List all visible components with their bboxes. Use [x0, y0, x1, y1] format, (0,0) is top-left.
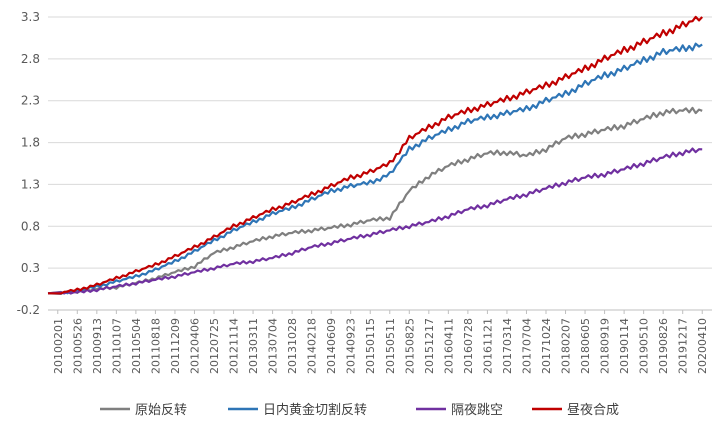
x-tick-label: 20130704 [267, 318, 280, 374]
y-tick-label: 2.3 [21, 94, 40, 108]
x-tick-label: 20150511 [384, 318, 397, 374]
series-line [47, 106, 703, 295]
x-tick-label: 20110107 [110, 318, 123, 374]
x-tick-label: 20190114 [618, 318, 631, 374]
series-lines [47, 15, 704, 295]
x-tick-label: 20161121 [481, 318, 494, 374]
x-tick-label: 20151217 [423, 318, 436, 374]
x-tick-label: 20110504 [130, 318, 143, 374]
y-tick-label: 1.3 [21, 177, 40, 191]
series-line [47, 15, 704, 295]
x-tick-label: 20120406 [188, 318, 201, 374]
x-tick-label: 20100913 [91, 318, 104, 374]
y-tick-label: 3.3 [21, 10, 40, 24]
x-tick-label: 20121114 [228, 318, 241, 374]
series-line [47, 147, 703, 295]
series-line [47, 42, 703, 295]
y-tick-label: 1.8 [21, 136, 40, 150]
x-axis-ticks: 20100201 20100526 20100913 20110107 20110504… [52, 310, 709, 374]
legend: 原始反转 日内黄金切割反转 隔夜跳空 昼夜合成 [100, 402, 619, 418]
x-tick-label: 20180605 [579, 318, 592, 374]
y-tick-label: 2.8 [21, 52, 40, 66]
legend-label: 日内黄金切割反转 [263, 402, 367, 418]
x-tick-label: 20171024 [540, 318, 553, 374]
x-tick-label: 20100201 [52, 318, 65, 374]
x-tick-label: 20191217 [677, 318, 690, 374]
y-tick-label: -0.2 [17, 303, 40, 317]
x-tick-label: 20140923 [345, 318, 358, 374]
x-tick-label: 20170704 [520, 318, 533, 374]
x-tick-label: 20100526 [71, 318, 84, 374]
x-tick-label: 20170314 [501, 318, 514, 374]
x-tick-label: 20190510 [638, 318, 651, 374]
x-tick-label: 20180207 [560, 318, 573, 374]
x-tick-label: 20150825 [403, 318, 416, 374]
x-tick-label: 20150115 [364, 318, 377, 374]
x-tick-label: 20200410 [696, 318, 709, 374]
x-tick-label: 20190826 [657, 318, 670, 374]
legend-label: 原始反转 [135, 403, 187, 418]
x-tick-label: 20131028 [286, 318, 299, 374]
legend-label: 昼夜合成 [567, 403, 619, 418]
x-tick-label: 20140609 [325, 318, 338, 374]
x-tick-label: 20110818 [149, 318, 162, 374]
x-tick-label: 20180919 [599, 318, 612, 374]
x-tick-label: 20111209 [169, 318, 182, 374]
x-tick-label: 20160728 [462, 318, 475, 374]
x-tick-label: 20130311 [247, 318, 260, 374]
y-tick-label: 0.8 [21, 219, 40, 233]
x-tick-label: 20140218 [306, 318, 319, 374]
legend-label: 隔夜跳空 [451, 403, 503, 418]
y-tick-label: 0.3 [21, 261, 40, 275]
x-tick-label: 20120725 [208, 318, 221, 374]
y-axis-ticks: -0.2 0.3 0.8 1.3 1.8 2.3 2.8 3.3 [17, 10, 40, 317]
x-tick-label: 20160411 [442, 318, 455, 374]
